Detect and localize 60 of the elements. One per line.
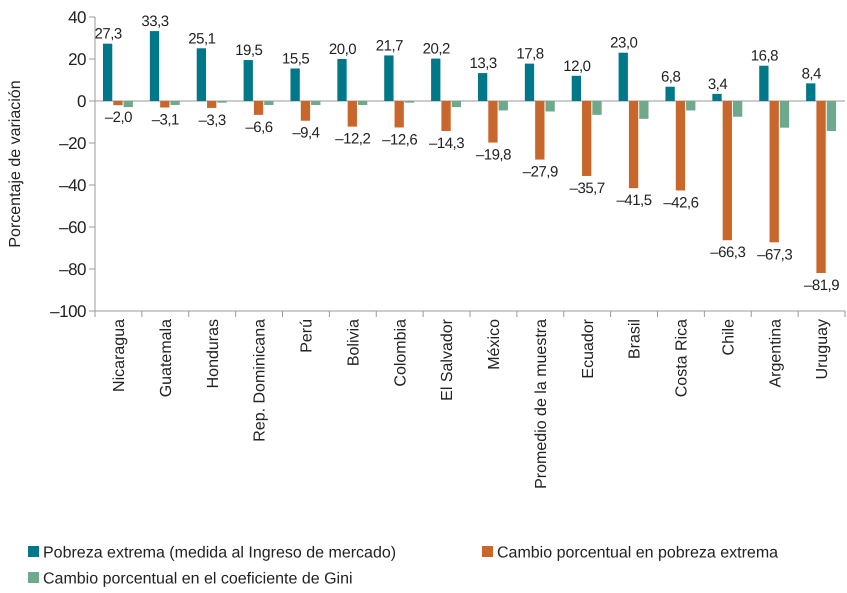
data-label: –6,6 [245, 118, 273, 136]
data-label: –42,6 [663, 194, 699, 212]
x-tick-label: Costa Rica [674, 318, 691, 398]
data-label: –67,3 [757, 246, 792, 264]
x-tick-label: Honduras [204, 319, 222, 388]
data-label: 6,8 [660, 68, 680, 86]
data-label: –41,5 [616, 192, 652, 210]
x-tick-label: Chile [720, 318, 738, 356]
data-label: 3,4 [708, 76, 728, 93]
data-label: 21,7 [376, 37, 404, 54]
data-label: 13,3 [470, 55, 497, 72]
data-label: –19,8 [476, 146, 512, 164]
data-label: –3,1 [152, 112, 180, 129]
x-tick-label: Argentina [767, 318, 784, 388]
x-tick-label: Bolivia [345, 318, 362, 366]
data-label: 17,8 [516, 46, 544, 63]
data-label: 20,0 [328, 41, 356, 58]
y-axis-title: Porcentaje de variación [7, 80, 24, 248]
y-tick-label: 40 [68, 8, 86, 27]
data-label: –27,9 [522, 164, 558, 181]
data-label: –3,3 [198, 112, 226, 129]
x-tick-label: Promedio de la muestra [532, 318, 550, 489]
data-label: 8,4 [802, 65, 822, 82]
data-label: –81,9 [804, 276, 840, 294]
y-tick-label: 20 [68, 50, 86, 69]
data-label: 25,1 [188, 30, 216, 48]
x-tick-label: Brasil [626, 319, 644, 360]
x-tick-label: México [486, 318, 504, 370]
data-label: 33,3 [141, 13, 169, 30]
data-label: –14,3 [429, 135, 464, 152]
data-label: –2,0 [104, 109, 132, 126]
data-label: 27,3 [94, 26, 122, 43]
data-label: –35,7 [570, 180, 605, 197]
data-label: 12,0 [563, 58, 591, 75]
data-label: 19,5 [235, 42, 262, 60]
data-label: –9,4 [292, 124, 320, 142]
legend-label: Cambio porcentual en el coeficiente de Gini [43, 570, 353, 588]
x-tick-label: Nicaragua [111, 318, 128, 392]
y-tick-label: –60 [59, 218, 86, 237]
legend-label: Cambio porcentual en pobreza extrema [497, 544, 778, 562]
data-label: –12,6 [382, 131, 418, 148]
data-label: 23,0 [610, 34, 638, 52]
data-label: 16,8 [750, 48, 778, 65]
x-tick-label: El Salvador [439, 318, 456, 401]
data-label: 20,2 [422, 40, 450, 58]
legend-label: Pobreza extrema (medida al Ingreso de mercado) [43, 544, 396, 562]
data-label: 15,5 [282, 50, 310, 68]
x-tick-label: Perú [298, 319, 316, 353]
y-tick-label: 0 [77, 92, 86, 111]
y-tick-label: –100 [50, 302, 86, 321]
x-tick-label: Uruguay [814, 319, 832, 380]
data-label: –12,2 [335, 130, 370, 148]
x-tick-label: Colombia [392, 318, 410, 387]
data-label: –66,3 [710, 244, 746, 262]
x-tick-label: Guatemala [158, 318, 175, 398]
y-tick-label: –80 [59, 260, 86, 279]
x-tick-label: Rep. Dominicana [252, 318, 269, 442]
y-tick-label: –20 [59, 134, 86, 153]
x-tick-label: Ecuador [580, 318, 597, 379]
y-tick-label: –40 [59, 176, 86, 195]
